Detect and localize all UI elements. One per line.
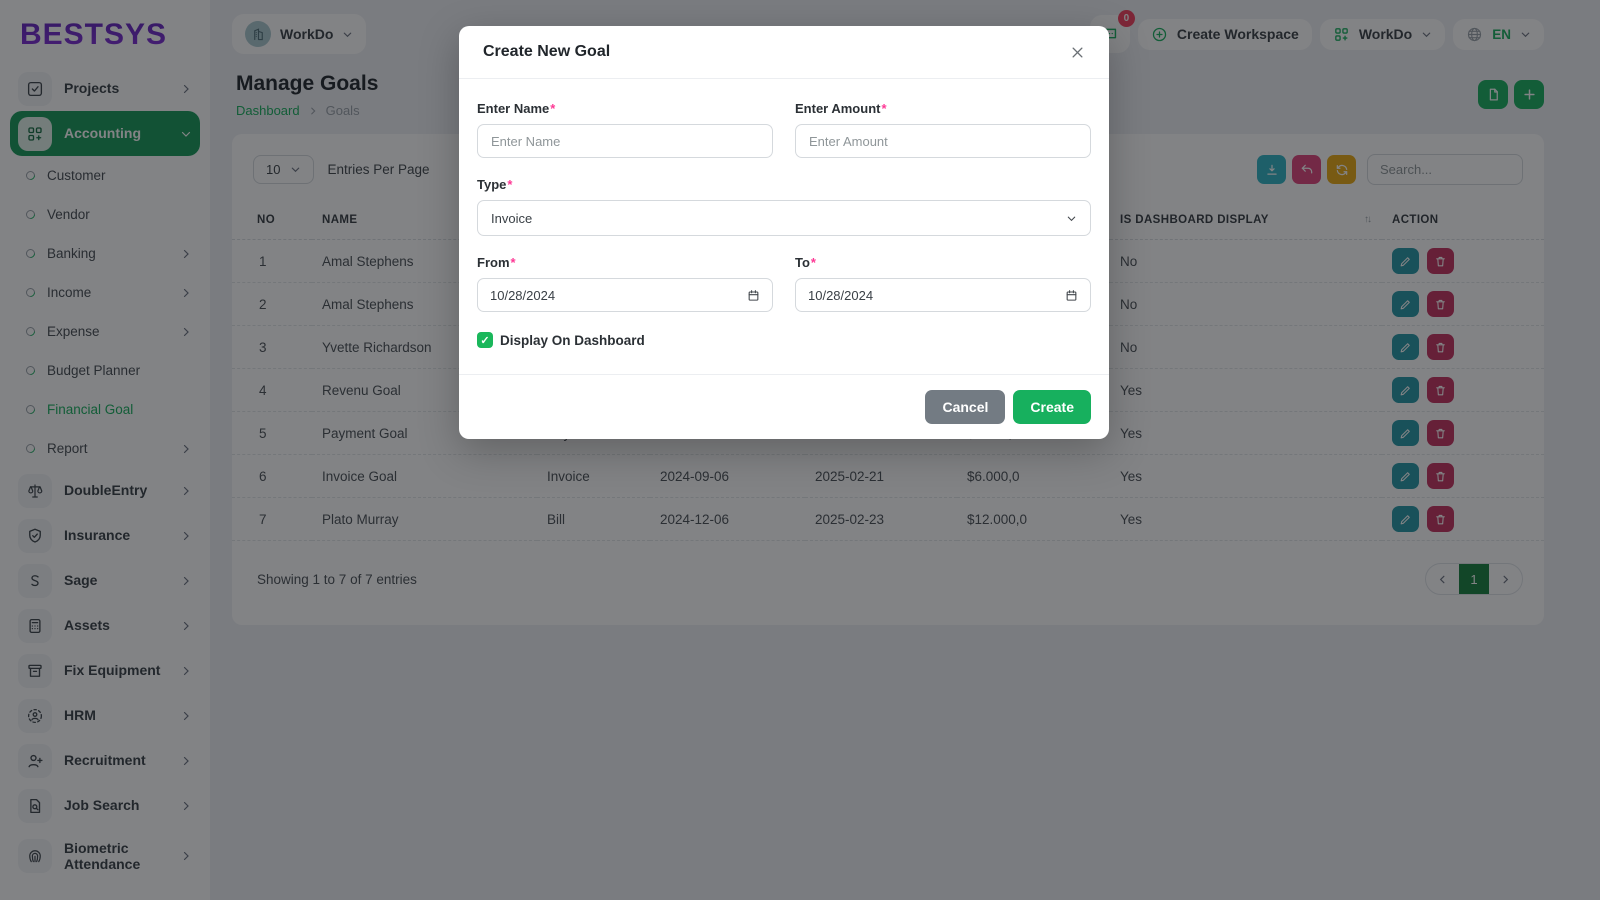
required-asterisk: * — [550, 101, 556, 116]
calendar-icon[interactable] — [747, 289, 760, 302]
name-field-label: Enter Name* — [477, 101, 556, 116]
to-date-value: 10/28/2024 — [808, 287, 874, 303]
type-field-label: Type* — [477, 177, 513, 192]
modal-footer: Cancel Create — [459, 374, 1109, 439]
cancel-button[interactable]: Cancel — [925, 390, 1006, 424]
to-date-input[interactable]: 10/28/2024 — [795, 278, 1091, 312]
dashboard-display-label: Display On Dashboard — [500, 332, 645, 348]
modal-title: Create New Goal — [483, 43, 611, 60]
amount-field[interactable] — [795, 124, 1091, 158]
name-field[interactable] — [477, 124, 773, 158]
dashboard-display-option: ✓ Display On Dashboard — [477, 332, 1091, 348]
dashboard-display-checkbox[interactable]: ✓ — [477, 332, 493, 348]
calendar-icon[interactable] — [1065, 289, 1078, 302]
required-asterisk: * — [510, 255, 516, 270]
create-goal-modal: Create New Goal Enter Name* Enter Amount… — [459, 26, 1109, 439]
required-asterisk: * — [507, 177, 513, 192]
close-icon[interactable] — [1070, 45, 1085, 60]
required-asterisk: * — [881, 101, 887, 116]
to-field-group: To* 10/28/2024 — [795, 255, 1091, 312]
from-field-group: From* 10/28/2024 — [477, 255, 773, 312]
modal-header: Create New Goal — [459, 26, 1109, 79]
required-asterisk: * — [810, 255, 816, 270]
from-date-value: 10/28/2024 — [490, 287, 556, 303]
modal-body: Enter Name* Enter Amount* Type* Invoice … — [459, 79, 1109, 374]
amount-field-group: Enter Amount* — [795, 101, 1091, 158]
type-field-group: Type* Invoice — [477, 177, 1091, 236]
to-field-label: To* — [795, 255, 816, 270]
type-select[interactable]: Invoice — [477, 200, 1091, 236]
from-date-input[interactable]: 10/28/2024 — [477, 278, 773, 312]
name-field-group: Enter Name* — [477, 101, 773, 158]
create-button[interactable]: Create — [1013, 390, 1091, 424]
chevron-down-icon — [1066, 213, 1077, 224]
from-field-label: From* — [477, 255, 516, 270]
amount-field-label: Enter Amount* — [795, 101, 887, 116]
type-select-value: Invoice — [491, 210, 533, 226]
